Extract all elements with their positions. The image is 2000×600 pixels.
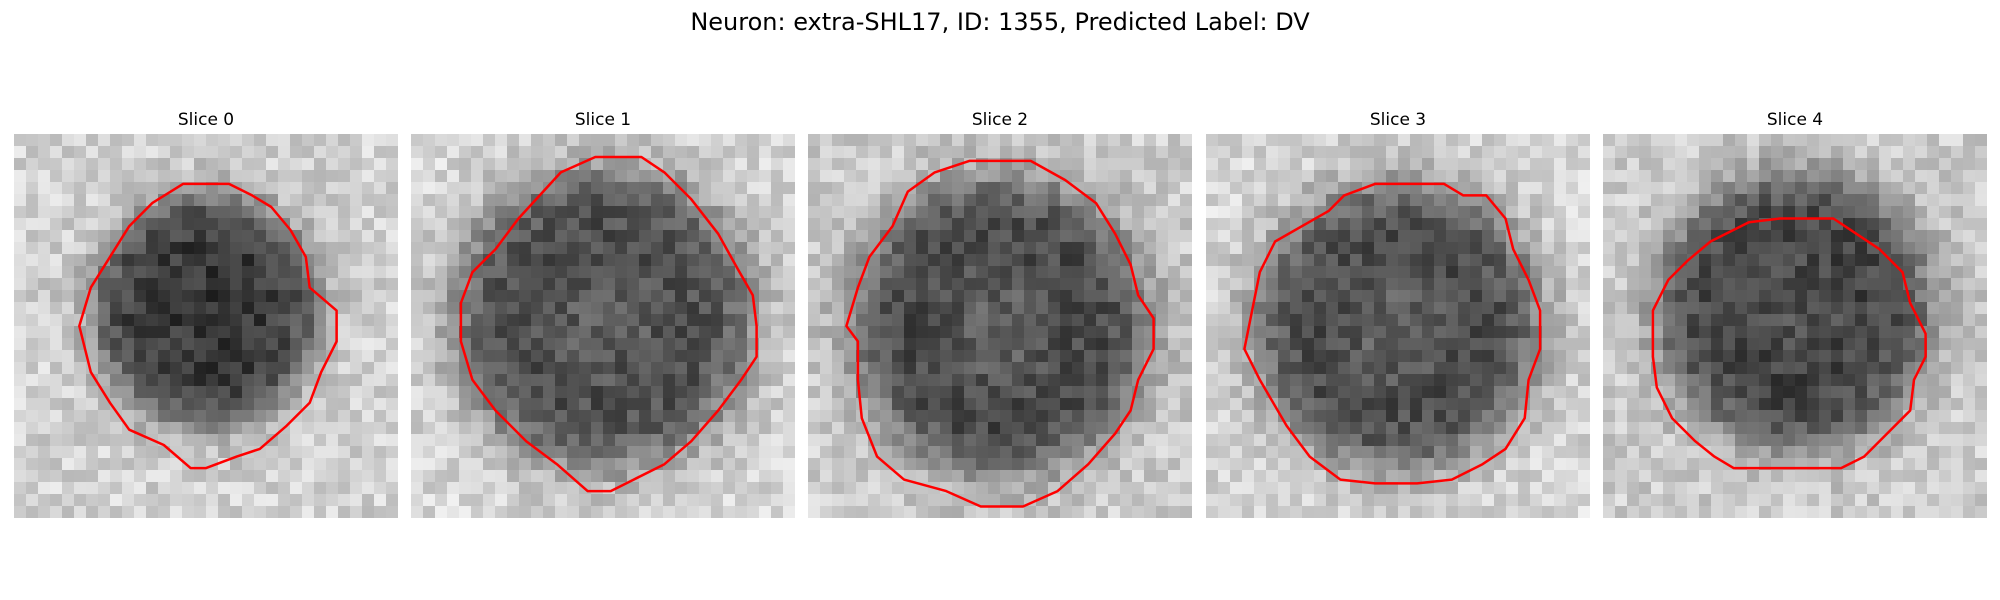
segmentation-contour [1243,182,1542,485]
slice-image [411,134,795,518]
slice-image [1206,134,1590,518]
slice-title: Slice 3 [1369,110,1427,130]
slice-panel-3: Slice 3 [1206,108,1590,518]
slice-title: Slice 2 [971,110,1029,130]
slice-panel-4: Slice 4 [1603,108,1987,518]
slice-image [14,134,398,518]
slice-title: Slice 4 [1766,110,1824,130]
slice-image [1603,134,1987,518]
slice-title: Slice 0 [177,110,235,130]
slice-title: Slice 1 [574,110,632,130]
slice-panel-0: Slice 0 [14,108,398,518]
segmentation-contour [78,182,338,470]
slice-image [808,134,1192,518]
segmentation-contour [845,159,1155,508]
segmentation-contour [459,155,758,493]
segmentation-contour [1651,217,1927,470]
slice-panel-2: Slice 2 [808,108,1192,518]
slice-panel-1: Slice 1 [411,108,795,518]
figure-title: Neuron: extra-SHL17, ID: 1355, Predicted… [690,8,1310,36]
